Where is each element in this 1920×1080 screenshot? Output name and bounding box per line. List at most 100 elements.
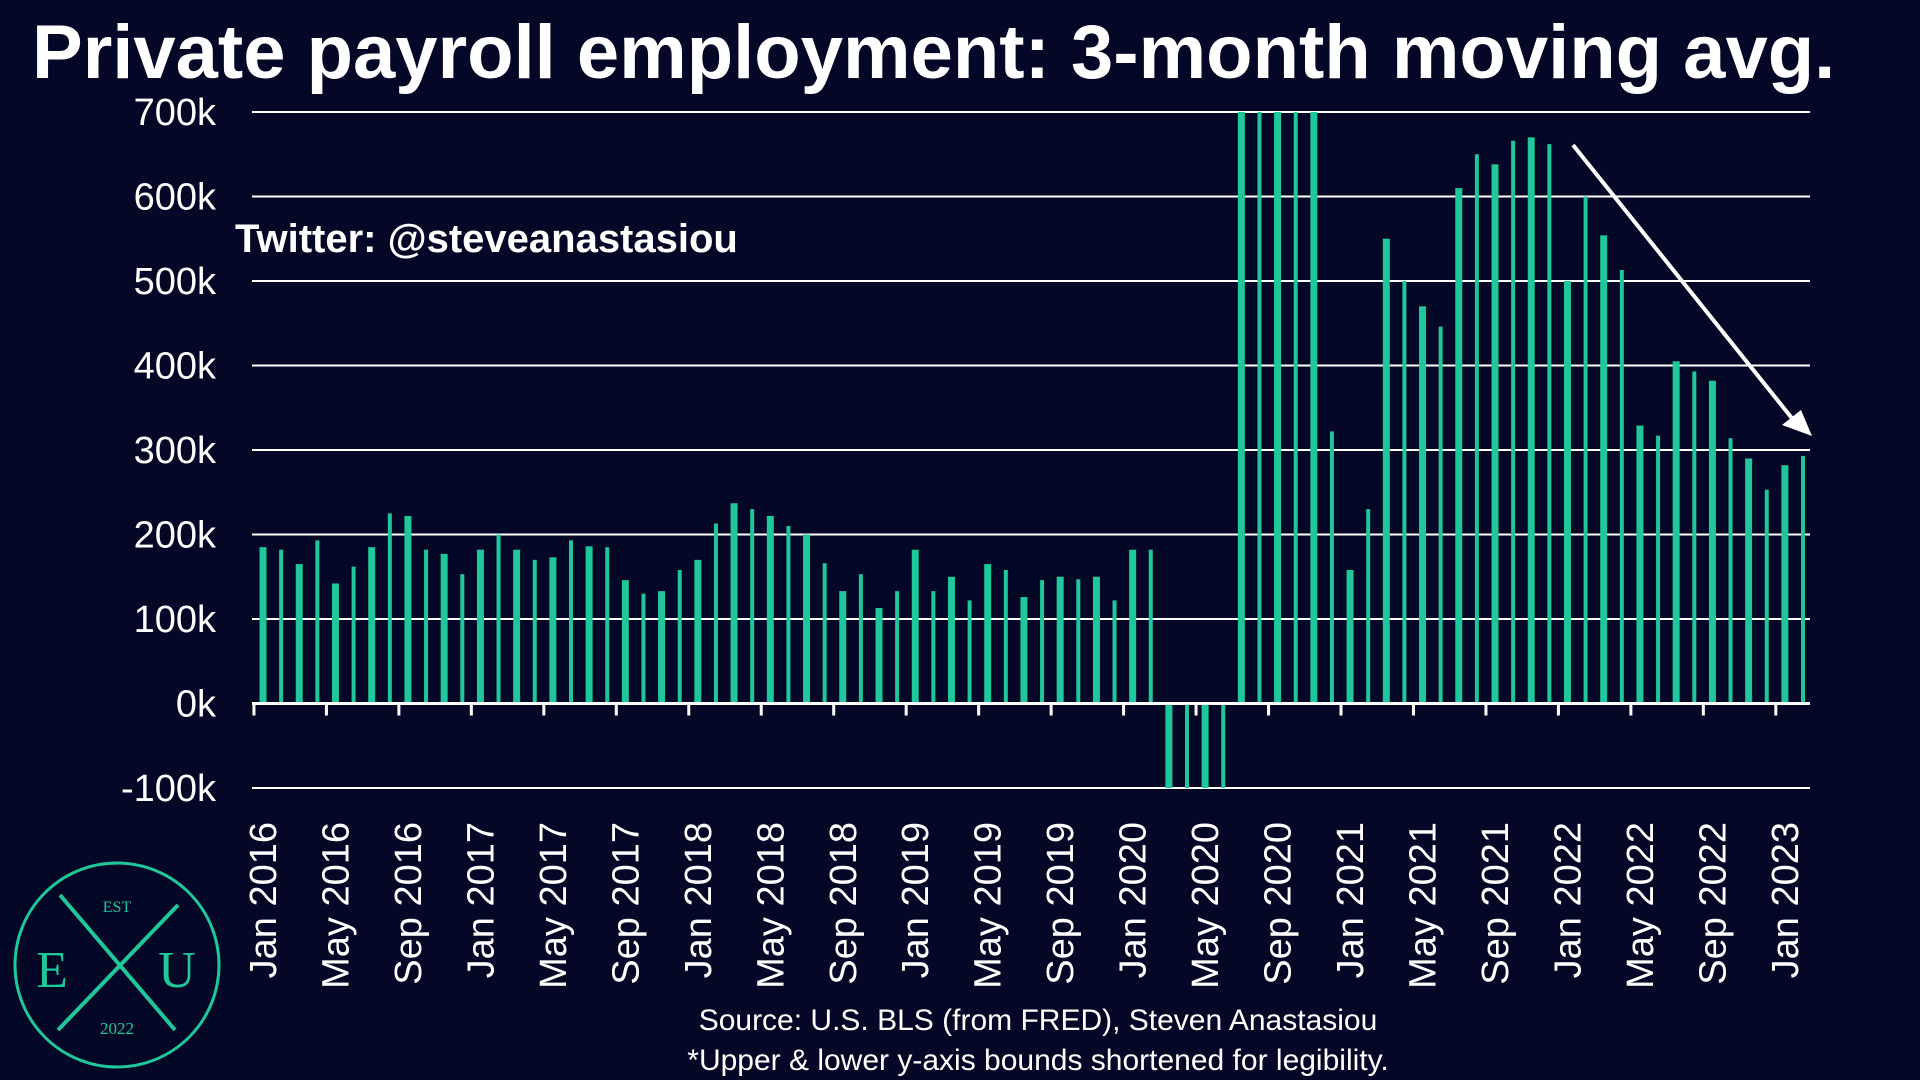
logo: EST E U 2022 <box>13 861 221 1069</box>
bar <box>1708 380 1716 704</box>
x-tick-label: Sep 2020 <box>1258 822 1300 985</box>
bar <box>569 540 573 704</box>
bar <box>822 563 827 704</box>
bar <box>1563 281 1571 704</box>
bar <box>1636 425 1644 704</box>
source-line-2: *Upper & lower y-axis bounds shortened f… <box>687 1044 1388 1077</box>
source-line-1: Source: U.S. BLS (from FRED), Steven Ana… <box>699 1004 1378 1037</box>
bar <box>1346 569 1354 704</box>
trend-arrow-head <box>1782 410 1812 436</box>
bar <box>424 549 429 704</box>
bar <box>585 546 593 704</box>
bar <box>911 549 919 704</box>
x-tick-label: Jan 2017 <box>460 822 502 978</box>
bar <box>1201 703 1209 788</box>
x-tick-label: Sep 2022 <box>1692 822 1734 985</box>
bar <box>331 583 339 704</box>
y-tick-label: 600k <box>134 177 217 219</box>
y-tick-label: 200k <box>134 515 217 557</box>
gridlines <box>252 111 1810 789</box>
logo-bottom-text: 2022 <box>100 1019 134 1038</box>
bar <box>1672 361 1680 704</box>
twitter-handle: Twitter: @steveanastasiou <box>235 217 738 261</box>
bar <box>1491 164 1499 704</box>
bar <box>404 515 412 704</box>
trend-arrow <box>1571 143 1812 436</box>
bar <box>1293 112 1298 704</box>
bar <box>295 564 303 704</box>
y-tick-label: 700k <box>134 92 217 134</box>
bar <box>931 591 936 704</box>
trend-arrow-line <box>1571 143 1797 424</box>
bar <box>1728 438 1733 704</box>
x-tick-label: Jan 2022 <box>1547 822 1589 978</box>
bar <box>440 553 448 704</box>
y-tick-label: 0k <box>176 684 217 726</box>
bar <box>1438 326 1443 704</box>
bar <box>1781 465 1789 704</box>
bar <box>1583 196 1588 704</box>
bar <box>460 574 465 704</box>
bar <box>967 600 972 704</box>
bar <box>713 523 718 704</box>
bar <box>621 580 629 704</box>
y-tick-label: 300k <box>134 430 217 472</box>
bar <box>1003 569 1008 704</box>
bar <box>947 576 955 704</box>
x-tick-label: May 2022 <box>1620 822 1662 989</box>
bar <box>1274 112 1282 704</box>
bar <box>1129 549 1137 704</box>
bar <box>1329 431 1334 704</box>
bar <box>315 540 320 704</box>
bar <box>803 534 811 704</box>
bar <box>1600 235 1608 704</box>
bar <box>1419 306 1427 704</box>
logo-left-letter: E <box>36 942 68 999</box>
bar <box>1310 112 1318 704</box>
bar <box>1764 489 1769 704</box>
x-tick-label: May 2018 <box>750 822 792 989</box>
x-tick-label: Sep 2019 <box>1040 822 1082 985</box>
bar <box>858 574 863 704</box>
bar <box>1148 549 1153 704</box>
x-tick-label: Jan 2021 <box>1330 822 1372 978</box>
bar <box>532 559 537 704</box>
bar <box>1020 597 1028 704</box>
bar <box>658 591 666 704</box>
y-axis-ticks: -100k 0k 100k 200k 300k 400k 500k 600k 700k <box>121 92 217 810</box>
bar <box>476 549 484 704</box>
bar <box>677 569 682 704</box>
bar <box>1527 137 1535 704</box>
logo-top-text: EST <box>103 899 132 916</box>
bar <box>1801 455 1805 704</box>
x-tick-label: May 2021 <box>1403 822 1445 989</box>
bar <box>1402 281 1407 704</box>
bar <box>279 549 284 704</box>
x-axis <box>252 702 1810 716</box>
bars <box>259 112 1805 788</box>
x-tick-label: Jan 2019 <box>895 822 937 978</box>
bar <box>786 526 791 704</box>
x-axis-ticks: Jan 2016 May 2016 Sep 2016 Jan 2017 May 2017… <box>243 822 1807 989</box>
bar <box>387 513 392 704</box>
x-tick-label: Jan 2020 <box>1113 822 1155 978</box>
x-tick-label: Jan 2023 <box>1765 822 1807 978</box>
bar <box>1092 576 1100 704</box>
bar <box>730 503 738 704</box>
bar <box>1692 371 1697 704</box>
bar <box>1076 579 1081 704</box>
bar <box>605 547 610 704</box>
bar <box>513 549 521 704</box>
x-tick-label: May 2020 <box>1185 822 1227 989</box>
logo-ring <box>13 861 221 1069</box>
x-tick-label: Jan 2018 <box>678 822 720 978</box>
x-tick-label: Jan 2016 <box>243 822 285 978</box>
bar <box>1237 112 1245 704</box>
bar <box>839 591 847 704</box>
bar <box>259 547 267 704</box>
bar <box>641 593 646 704</box>
bar <box>1056 576 1064 704</box>
bar <box>750 509 755 704</box>
bar <box>875 608 883 704</box>
